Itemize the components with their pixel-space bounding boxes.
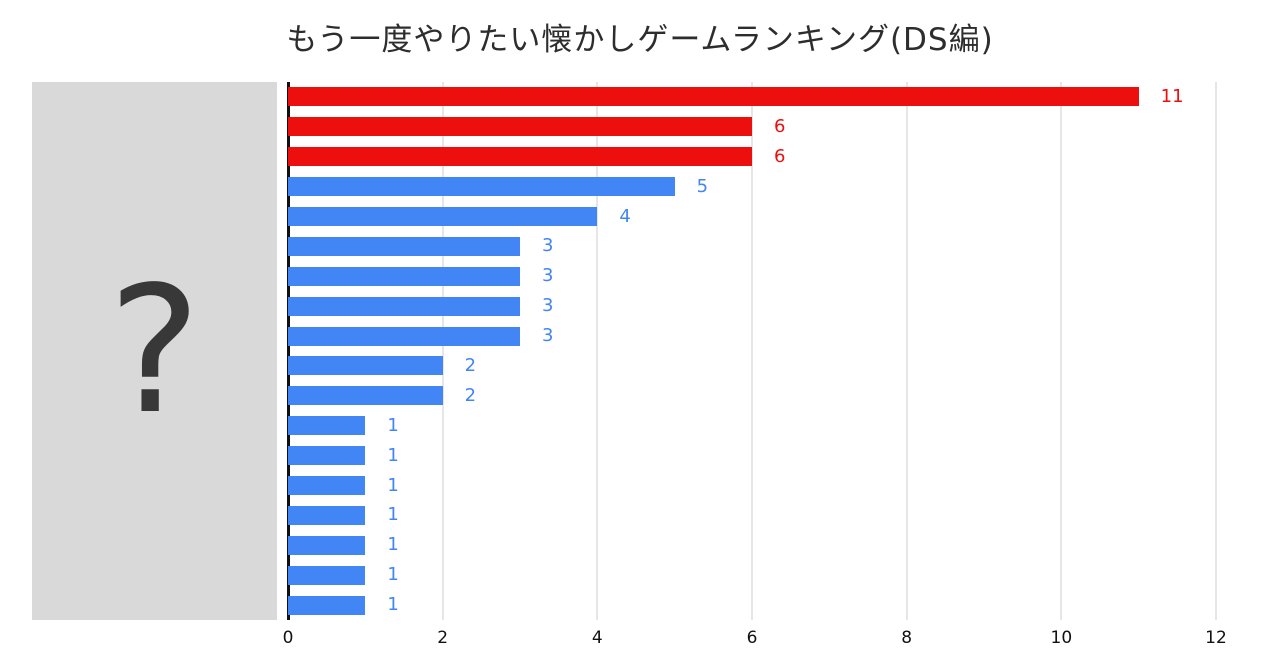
gridline <box>596 82 598 620</box>
bar-value-label: 1 <box>387 534 399 556</box>
bar <box>288 535 366 555</box>
bar-row: 3 <box>288 261 1216 291</box>
bar-value-label: 1 <box>387 444 399 466</box>
x-tick-label: 8 <box>901 628 913 648</box>
bar <box>288 505 366 525</box>
bar-value-label: 3 <box>542 235 554 257</box>
gridline <box>751 82 753 620</box>
bar-row: 2 <box>288 351 1216 381</box>
bar-row: 2 <box>288 381 1216 411</box>
bar <box>288 296 520 316</box>
y-axis-line <box>287 82 290 620</box>
x-axis: 0 2 4 6 8 10 12 <box>283 628 1227 654</box>
chart-title: もう一度やりたい懐かしゲームランキング(DS編) <box>286 22 994 58</box>
bar-row: 1 <box>288 441 1216 471</box>
bar-value-label: 2 <box>464 384 477 406</box>
bar-value-label: 1 <box>387 474 399 496</box>
bar <box>288 565 366 585</box>
bar-value-label: 5 <box>696 175 709 197</box>
bar-row: 1 <box>288 560 1216 590</box>
hidden-labels-mask: ? <box>32 82 277 620</box>
bar <box>288 147 752 167</box>
bar-value-label: 1 <box>387 414 399 436</box>
bar <box>288 236 520 256</box>
x-tick-label: 0 <box>282 628 294 648</box>
bar-value-label: 1 <box>387 504 399 526</box>
bar-row: 1 <box>288 590 1216 620</box>
question-mark: ? <box>108 249 201 453</box>
bar <box>288 386 443 406</box>
x-tick-label: 6 <box>746 628 758 648</box>
gridline <box>906 82 908 620</box>
bar-row: 1 <box>288 530 1216 560</box>
bar <box>288 356 443 376</box>
gridline <box>1215 82 1217 620</box>
bar-value-label: 2 <box>464 354 477 376</box>
x-tick-label: 2 <box>437 628 449 648</box>
bar-value-label: 4 <box>619 205 631 227</box>
bar <box>288 207 598 226</box>
bar-row: 3 <box>288 231 1216 261</box>
bar-row: 5 <box>288 172 1216 202</box>
bar-row: 3 <box>288 291 1216 321</box>
bar-value-label: 1 <box>387 594 399 616</box>
x-tick-label: 4 <box>591 628 603 648</box>
x-tick-label: 10 <box>1050 628 1073 648</box>
bar-value-label: 3 <box>542 325 554 347</box>
bar <box>288 177 675 197</box>
plot-area: 11 6 6 5 4 3 3 3 3 2 2 1 1 1 1 1 1 1 <box>287 82 1217 620</box>
bar-value-label: 3 <box>542 295 554 317</box>
bar <box>288 326 520 346</box>
bar <box>288 476 366 496</box>
bars: 11 6 6 5 4 3 3 3 3 2 2 1 1 1 1 1 1 1 <box>288 82 1216 620</box>
bar-value-label: 6 <box>774 145 786 167</box>
bar-row: 11 <box>288 82 1216 112</box>
bar-row: 6 <box>288 112 1216 142</box>
x-tick-label: 12 <box>1205 628 1227 648</box>
bar-row: 4 <box>288 202 1216 232</box>
bar-row: 1 <box>288 500 1216 530</box>
bar-row: 3 <box>288 321 1216 351</box>
bar-row: 6 <box>288 142 1216 172</box>
bar-value-label: 6 <box>774 115 786 137</box>
bar <box>288 416 366 436</box>
bar-row: 1 <box>288 471 1216 501</box>
bar <box>288 117 752 137</box>
bar <box>288 595 366 615</box>
bar-value-label: 3 <box>542 265 554 287</box>
gridline <box>1060 82 1062 620</box>
bar-value-label: 1 <box>387 564 399 586</box>
bar <box>288 266 520 286</box>
gridline <box>442 82 444 620</box>
bar <box>288 87 1139 107</box>
bar-value-label: 11 <box>1160 85 1184 107</box>
bar-row: 1 <box>288 411 1216 441</box>
bar <box>288 446 366 466</box>
